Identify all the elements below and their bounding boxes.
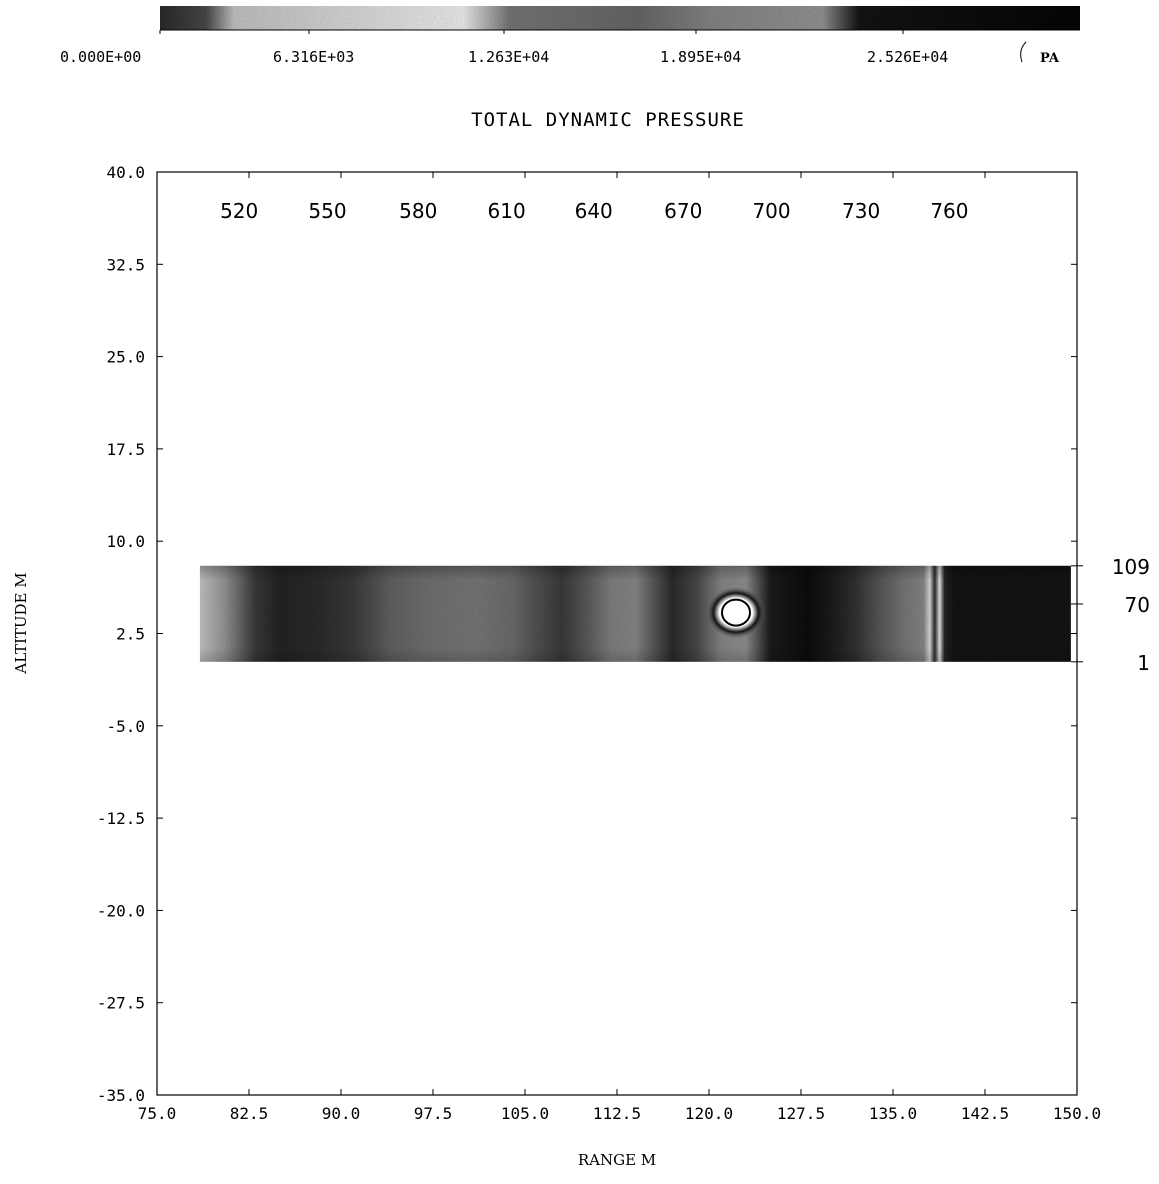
top-station-label: 580 (399, 199, 437, 223)
colorbar-tick-label: 6.316E+03 (273, 48, 354, 66)
top-station-label: 640 (575, 199, 613, 223)
x-tick-label: 97.5 (414, 1104, 453, 1123)
x-tick-label: 105.0 (501, 1104, 549, 1123)
top-station-label: 550 (308, 199, 346, 223)
y-tick-label: 40.0 (106, 163, 145, 182)
top-station-label: 670 (664, 199, 702, 223)
colorbar-unit-bracket (1020, 41, 1027, 63)
y-tick-label: 17.5 (106, 440, 145, 459)
y-axis: 40.0 32.5 25.0 17.5 10.0 2.5 -5.0 -12.5 -20.0 -27… (97, 163, 1077, 1105)
x-tick-label: 90.0 (322, 1104, 361, 1123)
right-index-label: 109 (1112, 555, 1150, 579)
y-tick-label: -27.5 (97, 994, 145, 1013)
pressure-minimum-region (720, 598, 751, 627)
x-tick-label: 150.0 (1053, 1104, 1101, 1123)
y-tick-label: -20.0 (97, 901, 145, 920)
x-tick-label: 120.0 (685, 1104, 733, 1123)
top-station-label: 700 (752, 199, 790, 223)
colorbar-tick-label: 0.000E+00 (60, 48, 141, 66)
colorbar-tick-label: 2.526E+04 (867, 48, 948, 66)
chart-title: TOTAL DYNAMIC PRESSURE (471, 109, 745, 131)
top-station-label: 760 (930, 199, 968, 223)
x-tick-label: 82.5 (230, 1104, 269, 1123)
colorbar-unit: PA (1040, 51, 1060, 66)
right-index-label: 70 (1125, 593, 1150, 617)
x-tick-label: 127.5 (777, 1104, 825, 1123)
y-tick-label: -12.5 (97, 809, 145, 828)
pressure-field (199, 565, 1071, 662)
colorbar-tick-label: 1.895E+04 (660, 48, 741, 66)
y-tick-label: 2.5 (116, 625, 145, 644)
colorbar-grain (160, 6, 1080, 30)
y-tick-label: -35.0 (97, 1086, 145, 1105)
top-station-label: 730 (842, 199, 880, 223)
y-tick-label: 25.0 (106, 348, 145, 367)
y-tick-label: 10.0 (106, 532, 145, 551)
top-station-label: 520 (220, 199, 258, 223)
x-axis: 75.0 82.5 90.0 97.5 105.0 112.5 120.0 127.5 135.… (138, 172, 1101, 1123)
x-tick-label: 75.0 (138, 1104, 177, 1123)
colorbar: 0.000E+00 6.316E+03 1.263E+04 1.895E+04 2.52… (60, 6, 1080, 66)
colorbar-tick-label: 1.263E+04 (468, 48, 549, 66)
x-axis-label: RANGE M (578, 1151, 656, 1169)
right-index-labels: 109 70 1 (1071, 555, 1150, 675)
x-tick-label: 135.0 (869, 1104, 917, 1123)
top-station-labels: 520 550 580 610 640 670 700 730 760 (220, 199, 968, 223)
pressure-field-edge-shading (199, 565, 1071, 662)
top-station-label: 610 (488, 199, 526, 223)
x-tick-label: 142.5 (961, 1104, 1009, 1123)
y-tick-label: 32.5 (106, 255, 145, 274)
right-index-label: 1 (1137, 651, 1150, 675)
x-tick-label: 112.5 (593, 1104, 641, 1123)
y-tick-label: -5.0 (106, 717, 145, 736)
y-axis-label: ALTITUDE M (12, 572, 30, 674)
